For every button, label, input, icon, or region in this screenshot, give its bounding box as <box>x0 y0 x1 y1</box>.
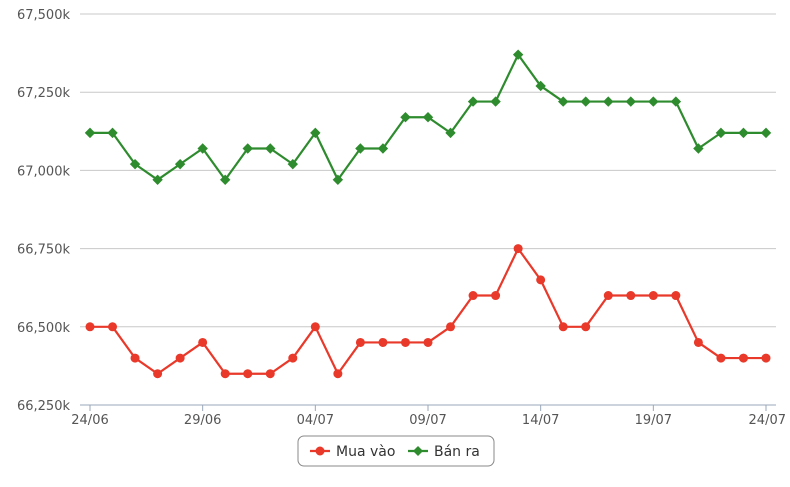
data-point[interactable] <box>760 127 772 139</box>
series-layer <box>84 49 772 379</box>
x-tick-label: 29/06 <box>184 413 221 428</box>
legend-diamond-marker <box>413 446 423 456</box>
data-point[interactable] <box>467 96 479 107</box>
data-point[interactable] <box>355 143 366 154</box>
data-point[interactable] <box>175 353 185 363</box>
legend-box <box>297 435 495 467</box>
x-tick-label: 09/07 <box>409 413 446 428</box>
data-point[interactable] <box>197 143 208 154</box>
x-axis: 24/06 29/06 04/07 09/07 14/07 19/07 24/07 <box>71 404 786 428</box>
legend[interactable]: Mua vào Bán ra <box>297 435 495 467</box>
data-point[interactable] <box>355 337 365 347</box>
data-point[interactable] <box>220 369 230 379</box>
data-point[interactable] <box>84 127 96 139</box>
data-point[interactable] <box>288 353 298 363</box>
data-point[interactable] <box>468 291 478 301</box>
y-tick-label: 66,250k <box>17 399 70 414</box>
data-point[interactable] <box>491 291 501 301</box>
data-point[interactable] <box>738 353 748 363</box>
series-ban-ra <box>84 49 772 185</box>
data-point[interactable] <box>174 158 186 170</box>
legend-label: Bán ra <box>434 444 480 460</box>
data-point[interactable] <box>130 353 140 363</box>
data-point[interactable] <box>333 369 343 379</box>
y-tick-label: 66,750k <box>17 243 70 258</box>
y-tick-label: 66,500k <box>17 321 70 336</box>
data-point[interactable] <box>400 112 411 123</box>
data-point[interactable] <box>693 143 704 154</box>
y-tick-label: 67,000k <box>17 164 70 179</box>
data-point[interactable] <box>153 369 163 379</box>
x-tick-label: 24/06 <box>71 413 108 428</box>
data-point[interactable] <box>535 80 546 92</box>
data-point[interactable] <box>693 337 703 347</box>
data-point[interactable] <box>715 127 727 139</box>
data-point[interactable] <box>152 174 163 185</box>
data-point[interactable] <box>603 96 614 107</box>
data-point[interactable] <box>310 127 321 139</box>
data-point[interactable] <box>400 337 410 347</box>
data-point[interactable] <box>648 291 658 301</box>
data-point[interactable] <box>265 369 275 379</box>
series-mua-vao <box>85 244 771 379</box>
data-point[interactable] <box>738 127 749 139</box>
data-point[interactable] <box>423 337 433 347</box>
data-point[interactable] <box>378 337 388 347</box>
data-point[interactable] <box>626 291 636 301</box>
data-point[interactable] <box>558 96 569 107</box>
data-point[interactable] <box>242 143 253 154</box>
data-point[interactable] <box>490 96 501 107</box>
data-point[interactable] <box>108 322 118 332</box>
data-point[interactable] <box>287 158 298 170</box>
data-point[interactable] <box>580 96 591 107</box>
data-point[interactable] <box>716 353 726 363</box>
legend-label: Mua vào <box>336 444 395 460</box>
x-tick-label: 24/07 <box>749 413 786 428</box>
data-point[interactable] <box>603 291 613 301</box>
data-point[interactable] <box>558 322 568 332</box>
data-point[interactable] <box>648 96 659 107</box>
data-point[interactable] <box>377 143 389 154</box>
data-point[interactable] <box>243 369 253 379</box>
data-point[interactable] <box>310 322 320 332</box>
data-point[interactable] <box>581 322 591 332</box>
data-point[interactable] <box>536 275 546 285</box>
data-point[interactable] <box>445 127 456 139</box>
x-tick-label: 14/07 <box>522 413 559 428</box>
y-tick-label: 67,250k <box>17 86 70 101</box>
data-point[interactable] <box>198 337 208 347</box>
data-point[interactable] <box>512 49 524 60</box>
data-point[interactable] <box>670 96 682 107</box>
data-point[interactable] <box>513 244 523 254</box>
x-tick-label: 04/07 <box>297 413 334 428</box>
data-point[interactable] <box>220 174 231 185</box>
data-point[interactable] <box>129 158 141 170</box>
data-point[interactable] <box>332 174 344 185</box>
data-point[interactable] <box>85 322 95 332</box>
data-point[interactable] <box>625 96 636 107</box>
legend-item-ban-ra[interactable]: Bán ra <box>408 444 480 460</box>
legend-circle-marker <box>315 446 325 456</box>
x-tick-label: 19/07 <box>635 413 672 428</box>
series-line <box>90 247 766 375</box>
data-point[interactable] <box>107 127 118 139</box>
y-axis: 66,250k 66,500k 66,750k 67,000k 67,250k 67,50… <box>17 8 70 414</box>
legend-item-mua-vao[interactable]: Mua vào <box>310 444 395 460</box>
data-point[interactable] <box>422 112 434 123</box>
y-tick-label: 67,500k <box>17 8 70 23</box>
data-point[interactable] <box>446 322 456 332</box>
data-point[interactable] <box>671 291 681 301</box>
data-point[interactable] <box>265 143 276 154</box>
data-point[interactable] <box>761 353 771 363</box>
